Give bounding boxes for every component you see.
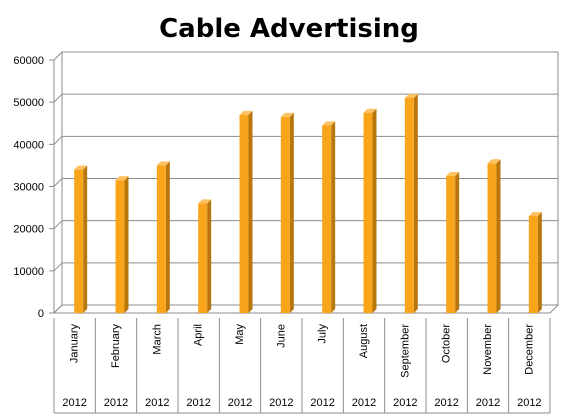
bar-side (455, 171, 460, 313)
x-year-label: 2012 (62, 397, 86, 409)
bar-top (363, 108, 377, 113)
bar-side (248, 110, 253, 313)
x-year-label: 2012 (393, 397, 417, 409)
y-tick-label: 60000 (13, 55, 44, 67)
gridline-depth (53, 262, 63, 272)
bar-top (74, 165, 88, 170)
bar-top (156, 161, 170, 166)
y-tick-label: 0 (38, 308, 44, 320)
bar (322, 125, 332, 313)
bar-side (496, 159, 501, 313)
bar (198, 203, 208, 313)
x-year-label: 2012 (269, 397, 293, 409)
bar-top (322, 121, 336, 126)
x-tick-label: February (110, 324, 122, 369)
y-tick-label: 40000 (13, 139, 44, 151)
bar-top (487, 159, 501, 164)
y-tick-label: 30000 (13, 182, 44, 194)
bar-side (124, 176, 129, 313)
y-tick-label: 20000 (13, 224, 44, 236)
x-year-label: 2012 (352, 397, 376, 409)
x-year-label: 2012 (476, 397, 500, 409)
gridline-depth (53, 135, 63, 145)
bar-side (165, 161, 170, 313)
bar (74, 169, 84, 313)
x-year-label: 2012 (186, 397, 210, 409)
bar-side (289, 112, 294, 313)
bar-side (372, 108, 377, 313)
bar-top (239, 110, 253, 115)
x-year-label: 2012 (145, 397, 169, 409)
bar (404, 97, 414, 313)
bar (487, 163, 497, 313)
x-tick-label: June (275, 324, 287, 348)
bar-top (446, 171, 460, 176)
bar-top (528, 212, 542, 217)
x-tick-label: October (441, 324, 453, 363)
x-tick-label: March (151, 324, 163, 355)
bar (280, 116, 290, 313)
x-year-label: 2012 (228, 397, 252, 409)
gridline-depth (53, 220, 63, 230)
bar-side (413, 93, 418, 313)
x-tick-label: May (234, 324, 246, 345)
bar (156, 165, 166, 313)
bar-side (537, 212, 542, 313)
x-year-label: 2012 (310, 397, 334, 409)
x-tick-label: January (69, 324, 81, 364)
bar-side (331, 121, 336, 313)
y-tick-label: 10000 (13, 266, 44, 278)
bar-top (198, 199, 212, 204)
x-tick-label: July (317, 324, 329, 344)
bar-top (280, 112, 294, 117)
bar-top (404, 93, 418, 98)
bar (363, 112, 373, 313)
bar (446, 175, 456, 313)
x-tick-label: September (399, 324, 411, 378)
x-year-label: 2012 (517, 397, 541, 409)
bar-side (83, 165, 88, 313)
gridline-depth (53, 178, 63, 187)
x-tick-label: April (193, 324, 205, 346)
bar (239, 114, 249, 313)
chart-title: Cable Advertising (159, 14, 419, 44)
bar-top (115, 176, 129, 181)
bar-side (207, 199, 212, 313)
bar (115, 180, 125, 313)
bar (528, 216, 538, 313)
x-year-label: 2012 (104, 397, 128, 409)
x-tick-label: December (523, 324, 535, 375)
gridline-depth (53, 93, 63, 103)
gridline-depth (53, 51, 63, 61)
x-tick-label: November (482, 324, 494, 375)
chart-floor (52, 304, 560, 314)
x-year-label: 2012 (434, 397, 458, 409)
y-tick-label: 50000 (13, 97, 44, 109)
x-tick-label: August (358, 324, 370, 358)
